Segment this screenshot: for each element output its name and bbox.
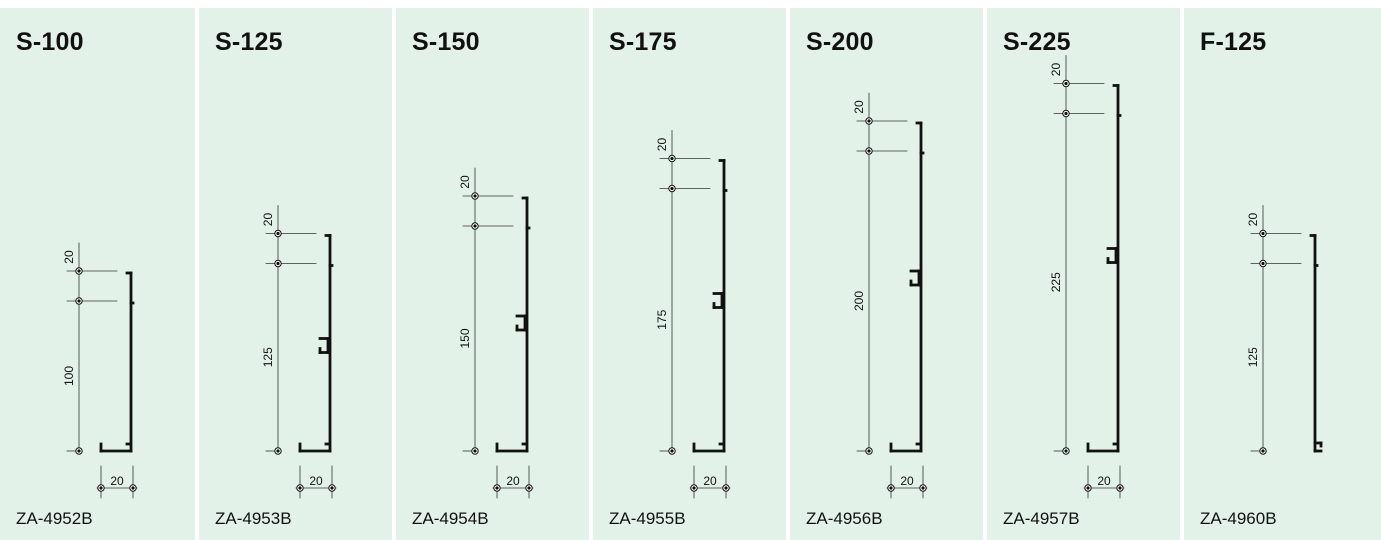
width-node-left-center — [99, 486, 103, 490]
profile-name: S-175 — [609, 28, 677, 56]
width-dimension-label: 20 — [703, 474, 717, 488]
dimension-node-base-center — [473, 449, 477, 453]
top-dimension-label: 20 — [1246, 213, 1260, 227]
profile-drawing: 20 200 20 — [852, 92, 928, 499]
profile-code: ZA-4955B — [609, 509, 686, 528]
profile-code: ZA-4954B — [412, 509, 489, 528]
profile-drawing: 20 125 — [1246, 205, 1323, 455]
profile-panel-s-150: 20 150 20 S-150 ZA-4954B — [396, 8, 589, 540]
width-dimension-label: 20 — [1097, 474, 1111, 488]
dimension-node-middle-center — [670, 186, 674, 191]
width-node-left-center — [495, 486, 499, 490]
width-node-right-center — [921, 486, 925, 490]
profile-code: ZA-4957B — [1003, 509, 1080, 528]
height-dimension-label: 225 — [1049, 272, 1063, 292]
profile-code: ZA-4952B — [16, 509, 93, 528]
profile-drawing: 20 125 20 — [261, 205, 337, 499]
dimension-node-middle-center — [473, 224, 477, 228]
width-dimension-label: 20 — [900, 474, 914, 488]
dimension-node-middle-center — [276, 261, 280, 266]
dimension-node-middle-center — [867, 149, 871, 153]
width-node-right-center — [131, 486, 135, 490]
dimension-node-base-center — [1064, 449, 1068, 453]
width-node-left-center — [889, 486, 893, 490]
width-dimension-label: 20 — [506, 474, 520, 488]
height-dimension-label: 125 — [1246, 347, 1260, 367]
profile-name: S-150 — [412, 28, 480, 56]
top-dimension-label: 20 — [458, 175, 472, 189]
height-dimension-label: 150 — [458, 328, 472, 348]
profile-panel-s-200: 20 200 20 S-200 ZA-4956B — [790, 8, 983, 540]
dimension-node-top-center — [1261, 231, 1265, 236]
profile-name: S-100 — [16, 28, 84, 56]
dimension-node-base-center — [77, 449, 81, 453]
dimension-node-top-center — [670, 156, 674, 161]
height-dimension-label: 100 — [62, 366, 76, 386]
top-dimension-label: 20 — [261, 213, 275, 227]
width-node-left-center — [692, 486, 696, 490]
profile-panel-f-125: 20 125 F-125 ZA-4960B — [1184, 8, 1381, 540]
profile-code: ZA-4956B — [806, 509, 883, 528]
dimension-node-top-center — [77, 269, 81, 273]
width-node-right-center — [527, 486, 531, 490]
dimension-node-top-center — [1064, 81, 1068, 86]
top-dimension-label: 20 — [655, 138, 669, 152]
width-node-right-center — [1118, 486, 1122, 490]
height-dimension-label: 200 — [852, 291, 866, 311]
dimension-node-base-center — [276, 449, 280, 453]
profile-code: ZA-4960B — [1200, 509, 1277, 528]
width-node-right-center — [724, 486, 728, 490]
width-dimension-label: 20 — [309, 474, 323, 488]
top-dimension-label: 20 — [62, 250, 76, 264]
top-dimension-label: 20 — [1049, 63, 1063, 77]
profile-drawing: 20 225 20 — [1049, 55, 1125, 499]
width-dimension-label: 20 — [110, 474, 124, 488]
profile-panel-s-100: 20 100 20 S-100 ZA-4952B — [0, 8, 195, 540]
width-node-left-center — [1086, 486, 1090, 490]
dimension-node-middle-center — [1261, 261, 1265, 266]
profile-name: F-125 — [1200, 28, 1267, 56]
dimension-node-middle-center — [1064, 111, 1068, 116]
width-node-right-center — [330, 486, 334, 490]
dimension-node-base-center — [1261, 449, 1265, 453]
width-node-left-center — [298, 486, 302, 490]
dimension-node-middle-center — [77, 299, 81, 303]
dimension-node-top-center — [867, 119, 871, 123]
profile-drawing: 20 175 20 — [655, 130, 731, 499]
dimension-node-base-center — [867, 449, 871, 453]
height-dimension-label: 125 — [261, 347, 275, 367]
profile-panel-s-125: 20 125 20 S-125 ZA-4953B — [199, 8, 392, 540]
profile-name: S-125 — [215, 28, 283, 56]
profile-name: S-225 — [1003, 28, 1071, 56]
profile-name: S-200 — [806, 28, 874, 56]
profile-drawing: 20 150 20 — [458, 167, 534, 499]
profile-code: ZA-4953B — [215, 509, 292, 528]
profile-panel-s-225: 20 225 20 S-225 ZA-4957B — [987, 8, 1180, 540]
dimension-node-top-center — [473, 194, 477, 198]
profile-drawing: 20 100 20 — [62, 242, 138, 499]
profile-panel-s-175: 20 175 20 S-175 ZA-4955B — [593, 8, 786, 540]
height-dimension-label: 175 — [655, 309, 669, 329]
dimension-node-top-center — [276, 231, 280, 236]
top-dimension-label: 20 — [852, 100, 866, 114]
dimension-node-base-center — [670, 449, 674, 453]
